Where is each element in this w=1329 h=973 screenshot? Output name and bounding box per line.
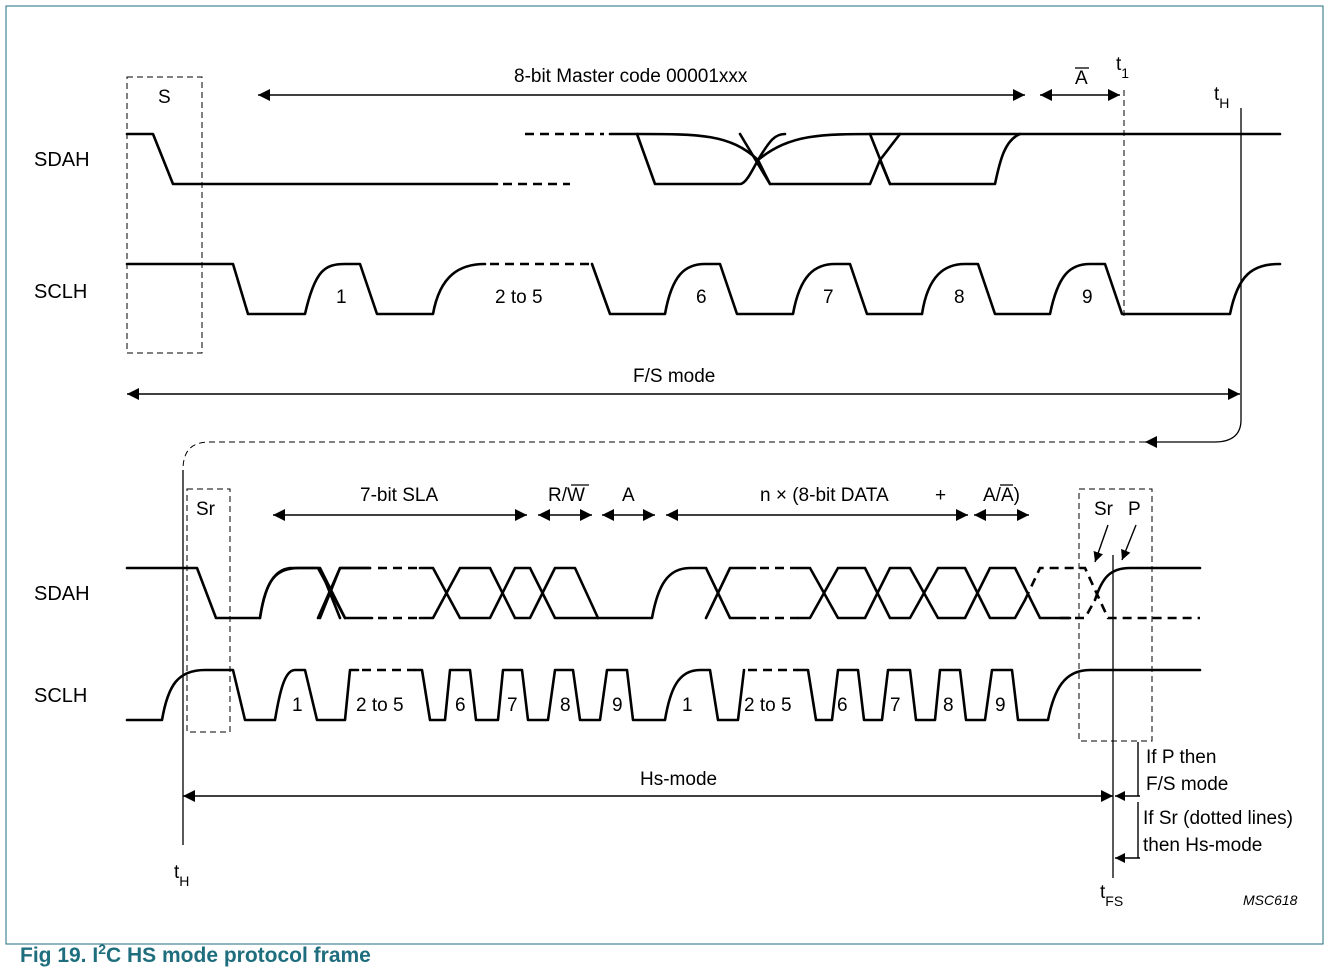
th-bottom-label: tH xyxy=(174,862,189,889)
figure-border xyxy=(5,5,1324,945)
note-sr-line1: If Sr (dotted lines) xyxy=(1143,808,1293,829)
bottom-clock-6: 6 xyxy=(455,695,466,716)
bottom-clock-2to5: 2 to 5 xyxy=(356,695,404,716)
restart-condition-box xyxy=(186,488,231,733)
sdah-bottom-dotted-cross xyxy=(1023,566,1200,620)
top-clock-7: 7 xyxy=(823,287,834,308)
sdah-bottom-x2 xyxy=(418,566,600,620)
plus-label: + xyxy=(935,485,946,506)
th-return-dashed xyxy=(182,441,1145,471)
top-clock-9: 9 xyxy=(1082,287,1093,308)
sdah-label-bottom: SDAH xyxy=(34,583,90,605)
rw-label: R/W xyxy=(548,485,585,506)
sdah-top-waveform-data-low xyxy=(635,132,1022,186)
p-label: P xyxy=(1128,499,1141,520)
bottom-clock-7: 7 xyxy=(507,695,518,716)
th-top-label: tH xyxy=(1214,84,1229,111)
note-p-line2: F/S mode xyxy=(1146,774,1228,795)
bottom-clock-8: 8 xyxy=(560,695,571,716)
note-p-line1: If P then xyxy=(1146,747,1216,768)
sdah-top-waveform-data-high xyxy=(608,132,1282,162)
bottom-clock2-2to5: 2 to 5 xyxy=(744,695,792,716)
fs-mode-label: F/S mode xyxy=(633,366,715,387)
sdah-bottom-x1 xyxy=(258,566,372,620)
bottom-clock-1: 1 xyxy=(292,695,303,716)
sdah-top-waveform-crosses xyxy=(738,132,892,186)
nack-label: A xyxy=(1075,68,1088,89)
sclh-label-top: SCLH xyxy=(34,281,87,303)
bottom-clock2-7: 7 xyxy=(890,695,901,716)
figure-code: MSC618 xyxy=(1243,892,1298,908)
start-condition-box xyxy=(126,76,203,354)
restart-label: Sr xyxy=(196,499,216,520)
stop-restart-box xyxy=(1078,488,1153,742)
start-label: S xyxy=(158,87,171,108)
sdah-bottom-x3 xyxy=(796,566,1072,620)
note-sr-line2: then Hs-mode xyxy=(1143,835,1262,856)
sclh-top-waveform-2 xyxy=(590,262,1282,316)
sclh-top-waveform-1 xyxy=(125,262,487,316)
sclh-label-bottom: SCLH xyxy=(34,685,87,707)
top-clock-8: 8 xyxy=(954,287,965,308)
bottom-clock2-8: 8 xyxy=(943,695,954,716)
sdah-bottom-final xyxy=(1093,566,1202,602)
data-label: n × (8-bit DATA xyxy=(760,485,889,506)
bottom-clock2-1: 1 xyxy=(682,695,693,716)
sclh-bottom-1 xyxy=(125,668,360,722)
sdah-label-top: SDAH xyxy=(34,149,90,171)
sdah-bottom-start xyxy=(125,566,374,620)
top-clock-1: 1 xyxy=(336,287,347,308)
sdah-bottom-low-run xyxy=(596,566,757,620)
bottom-clock2-9: 9 xyxy=(995,695,1006,716)
sla-label: 7-bit SLA xyxy=(360,485,438,506)
sclh-bottom-2 xyxy=(413,668,746,722)
ack-label: A xyxy=(622,485,635,506)
figure-caption: Fig 19. I2C HS mode protocol frame xyxy=(20,941,371,967)
t1-label: t1 xyxy=(1116,54,1129,81)
sclh-bottom-3 xyxy=(796,668,1202,722)
ack-nack-label: A/A) xyxy=(983,485,1020,506)
sdah-top-waveform-start xyxy=(125,132,499,186)
th-return-solid xyxy=(1145,394,1242,448)
top-clock-6: 6 xyxy=(696,287,707,308)
p-pointer xyxy=(1121,524,1137,561)
bottom-clock-9: 9 xyxy=(612,695,623,716)
tfs-label: tFS xyxy=(1100,882,1123,909)
sr2-pointer xyxy=(1093,524,1109,563)
hs-mode-label: Hs-mode xyxy=(640,769,717,790)
bottom-clock2-6: 6 xyxy=(837,695,848,716)
master-code-label: 8-bit Master code 00001xxx xyxy=(514,66,748,87)
sr2-label: Sr xyxy=(1094,499,1114,520)
top-clock-2to5: 2 to 5 xyxy=(495,287,543,308)
